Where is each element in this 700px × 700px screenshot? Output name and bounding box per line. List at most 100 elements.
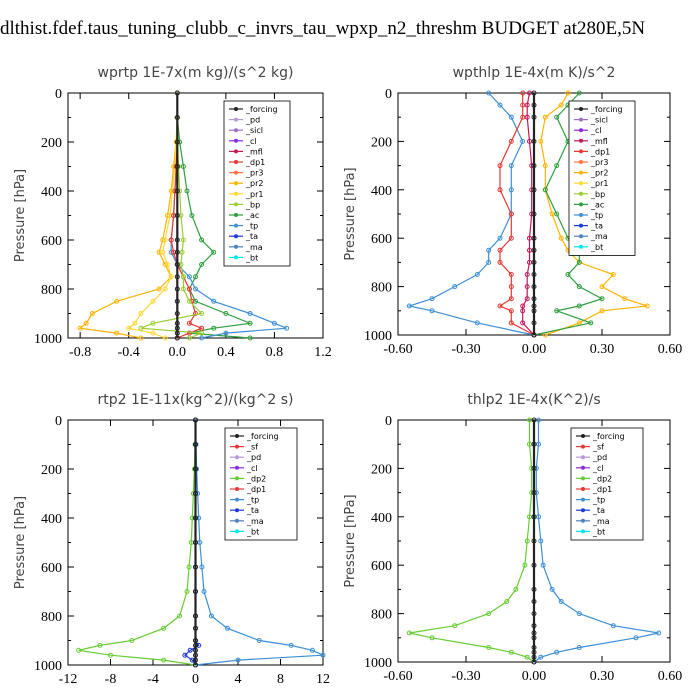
legend-label: _dp1 <box>245 158 265 167</box>
series-marker-forcing <box>193 642 198 648</box>
series-marker-tp <box>429 296 435 302</box>
series-marker-pr2 <box>83 320 89 326</box>
legend-marker <box>235 518 239 523</box>
legend-marker <box>234 202 238 207</box>
series-marker-tp <box>549 586 555 592</box>
legend-marker <box>234 181 238 186</box>
legend-label: _pr1 <box>590 179 608 188</box>
series-marker-forcing <box>531 114 537 120</box>
legend-label: _ma <box>246 517 264 526</box>
series-marker-pr2 <box>538 138 544 144</box>
series-marker-mfl <box>524 296 530 302</box>
legend-label: _tp <box>590 211 603 220</box>
legend-marker <box>581 508 585 513</box>
series-marker-pr2 <box>89 311 95 316</box>
series-marker-ac <box>565 272 571 277</box>
series-marker-dp2 <box>429 635 435 641</box>
legend-label: _bt <box>246 527 259 536</box>
series-marker-forcing <box>531 102 537 108</box>
series-marker-dp1 <box>508 320 514 326</box>
legend-marker <box>234 234 238 239</box>
legend-label: _ta <box>245 232 258 241</box>
series-marker-forcing <box>174 311 180 316</box>
series-marker-tp <box>320 652 326 658</box>
series-marker-pr2 <box>644 303 650 309</box>
series-marker-ta <box>182 652 188 658</box>
series-marker-tp <box>538 538 544 544</box>
series-line-pr2 <box>78 93 178 339</box>
legend-marker <box>579 191 583 196</box>
series-marker-forcing <box>193 491 198 496</box>
series-marker-forcing <box>174 115 180 120</box>
y-axis-label: Pressure [hPa] <box>13 496 28 589</box>
series-marker-tp <box>497 102 503 108</box>
series-marker-forcing <box>531 138 537 144</box>
y-tick-label: 1000 <box>364 656 392 671</box>
series-marker-tp <box>497 235 503 241</box>
series-line-tp <box>533 420 659 663</box>
series-marker-dp2 <box>452 623 458 629</box>
y-tick-label: 400 <box>371 511 392 526</box>
legend-marker <box>581 487 585 491</box>
series-line-ac <box>176 93 253 339</box>
series-marker-dp1 <box>508 235 514 241</box>
series-marker-forcing <box>531 623 537 629</box>
legend-marker <box>235 508 239 513</box>
series-marker-forcing <box>174 335 180 341</box>
series-marker-ac <box>576 90 582 96</box>
series-marker-tp <box>199 335 205 341</box>
legend-label: _forcing <box>246 432 279 441</box>
series-marker-forcing <box>193 638 198 643</box>
series-marker-dp1 <box>193 311 198 316</box>
legend-marker <box>579 128 583 133</box>
legend-label: _pr2 <box>590 169 608 178</box>
series-marker-tp <box>538 654 544 660</box>
series-marker-forcing <box>531 599 537 604</box>
legend-label: _mfl <box>590 137 608 146</box>
series-marker-forcing <box>531 284 537 290</box>
series-marker-forcing <box>174 320 180 326</box>
series-marker-ac <box>588 320 594 326</box>
legend-label: _pr3 <box>245 169 263 178</box>
y-tick-label: 1000 <box>34 332 62 347</box>
series-marker-pr1 <box>150 298 156 304</box>
series-marker-dp1 <box>497 187 503 193</box>
legend-label: _tp <box>246 496 259 505</box>
series-marker-forcing <box>531 611 537 617</box>
y-tick-label: 800 <box>371 608 392 623</box>
series-marker-forcing <box>531 163 537 169</box>
legend-marker <box>235 465 239 470</box>
series-marker-pr2 <box>542 114 548 120</box>
series-marker-dp1 <box>508 296 514 302</box>
series-marker-tp <box>429 308 435 314</box>
legend-label: _pr2 <box>245 179 263 188</box>
legend-marker <box>234 223 238 228</box>
series-marker-pr2 <box>610 272 616 277</box>
x-tick-label: -0.8 <box>69 345 91 360</box>
series-marker-pr2 <box>599 308 605 314</box>
series-marker-forcing <box>531 649 537 655</box>
series-marker-tp <box>554 649 560 655</box>
series-marker-ac <box>199 237 205 243</box>
legend-label: _ta <box>592 506 605 515</box>
series-marker-tp <box>223 330 229 336</box>
series-marker-dp1 <box>508 308 514 314</box>
series-marker-forcing <box>531 247 537 253</box>
series-marker-dp1 <box>508 272 514 277</box>
series-marker-tp <box>474 320 480 326</box>
series-marker-forcing <box>531 635 537 641</box>
legend-label: _tp <box>592 496 605 505</box>
legend-marker <box>581 434 585 438</box>
series-marker-dp2 <box>97 642 103 648</box>
y-tick-label: 800 <box>41 610 62 625</box>
series-marker-mfl <box>520 320 526 326</box>
series-marker-ac <box>576 303 582 309</box>
series-marker-pr2 <box>558 235 564 241</box>
legend-marker <box>235 455 239 460</box>
legend-label: _ta <box>246 506 259 515</box>
x-tick-label: 12 <box>316 672 330 687</box>
legend-marker <box>579 149 583 154</box>
series-marker-forcing <box>174 325 180 331</box>
legend-label: _forcing <box>590 105 623 114</box>
